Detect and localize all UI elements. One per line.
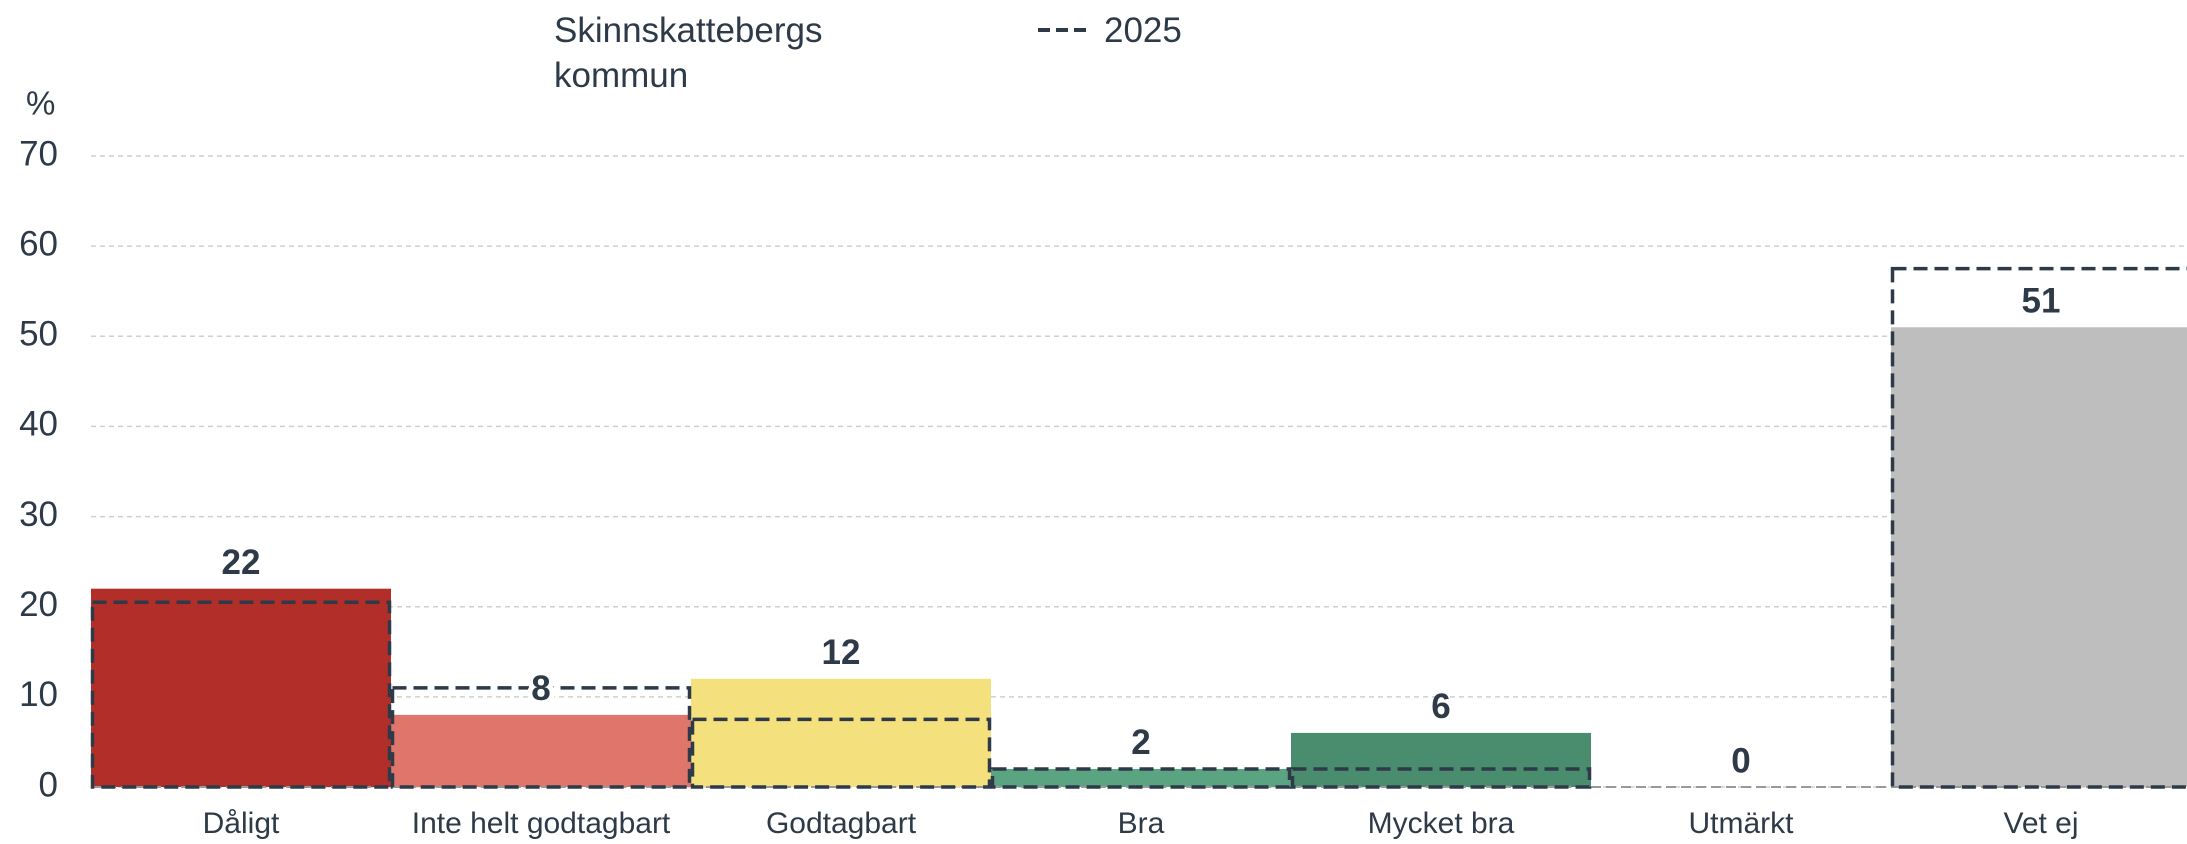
comparison-bar xyxy=(390,686,692,789)
x-tick-label: Bra xyxy=(1118,807,1165,840)
bar xyxy=(391,714,691,787)
x-tick-label: Godtagbart xyxy=(766,807,917,840)
bar xyxy=(991,768,1291,787)
legend-swatch xyxy=(1038,28,1086,32)
value-label: 8 xyxy=(531,669,550,708)
y-tick-label: 0 xyxy=(39,765,58,804)
value-label: 12 xyxy=(822,633,861,672)
comparison-bar xyxy=(90,600,392,789)
comparison-bar xyxy=(1890,266,2187,789)
comparison-bar xyxy=(1290,767,1592,789)
value-label: 0 xyxy=(1731,741,1750,780)
y-tick-label: 70 xyxy=(19,134,58,173)
value-label: 2 xyxy=(1131,723,1150,762)
y-tick-label: 10 xyxy=(19,675,58,714)
bar xyxy=(1891,327,2187,787)
y-tick-label: 40 xyxy=(19,405,58,444)
y-tick-label: 50 xyxy=(19,315,58,354)
y-tick-label: 20 xyxy=(19,585,58,624)
legend-entry: Skinnskattebergs kommun xyxy=(554,11,823,95)
value-label: 6 xyxy=(1431,687,1450,726)
bar xyxy=(1291,732,1591,787)
value-label: 51 xyxy=(2022,282,2061,321)
y-tick-label: 60 xyxy=(19,224,58,263)
bar xyxy=(691,678,991,787)
value-label: 22 xyxy=(222,543,261,582)
y-axis-label: % xyxy=(26,85,55,122)
x-tick-label: Utmärkt xyxy=(1689,807,1795,840)
comparison-bar xyxy=(690,717,992,789)
y-tick-label: 30 xyxy=(19,495,58,534)
comparison-bar xyxy=(990,767,1292,789)
x-tick-label: Mycket bra xyxy=(1368,807,1515,840)
x-tick-label: Dåligt xyxy=(203,807,280,840)
bar xyxy=(91,588,391,787)
x-tick-label: Vet ej xyxy=(2003,807,2078,840)
x-tick-label: Inte helt godtagbart xyxy=(412,807,671,840)
legend-entry: 2025 xyxy=(1104,11,1182,50)
